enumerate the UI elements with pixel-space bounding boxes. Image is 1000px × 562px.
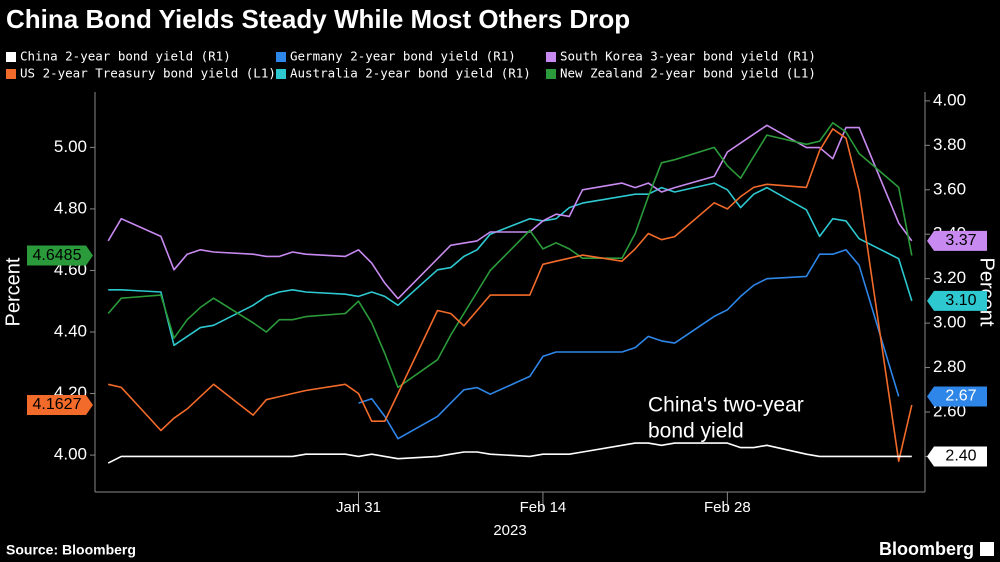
legend-swatch — [6, 52, 16, 62]
last-value-label: 3.37 — [945, 232, 976, 249]
y2-tick-label: 3.20 — [933, 268, 966, 287]
y2-tick-label: 3.80 — [933, 135, 966, 154]
y-tick-label: 4.80 — [54, 198, 87, 217]
last-value-tag — [927, 290, 987, 311]
legend-swatch — [546, 69, 556, 79]
legend-label: New Zealand 2-year bond yield (L1) — [560, 66, 816, 81]
y-tick-label: 4.00 — [54, 445, 87, 464]
series-line — [107, 442, 912, 464]
last-value-tag — [927, 446, 987, 467]
y-axis-label: Percent — [2, 257, 24, 326]
chart-title: China Bond Yields Steady While Most Othe… — [6, 4, 630, 34]
y2-tick-label: 2.80 — [933, 357, 966, 376]
last-value-label: 3.10 — [945, 292, 976, 309]
legend-swatch — [276, 52, 286, 62]
legend-label: Germany 2-year bond yield (R1) — [290, 49, 516, 64]
y2-tick-label: 3.00 — [933, 313, 966, 332]
source: Source: Bloomberg — [6, 542, 136, 558]
last-value-label: 2.40 — [945, 448, 976, 465]
legend-label: China 2-year bond yield (R1) — [20, 49, 231, 64]
series-line — [108, 128, 913, 462]
x-tick-label: Jan 31 — [336, 499, 381, 516]
last-value-tag — [27, 395, 93, 416]
last-value-tag — [927, 386, 987, 407]
y2-tick-label: 3.60 — [933, 179, 966, 198]
last-value-label: 4.1627 — [33, 396, 82, 413]
legend-swatch — [6, 69, 16, 79]
x-year-label: 2023 — [493, 522, 526, 539]
legend-swatch — [276, 69, 286, 79]
legend-label: Australia 2-year bond yield (R1) — [290, 66, 531, 81]
last-value-label: 2.67 — [945, 388, 976, 405]
y2-tick-label: 4.00 — [933, 90, 966, 109]
x-tick-label: Feb 28 — [704, 499, 751, 516]
annotation: bond yield — [648, 420, 744, 443]
series-line — [107, 122, 913, 389]
legend-label: South Korea 3-year bond yield (R1) — [560, 49, 816, 64]
legend-swatch — [546, 52, 556, 62]
y-tick-label: 4.40 — [54, 321, 87, 340]
annotation: China's two-year — [648, 394, 804, 417]
series-line — [108, 182, 913, 347]
y-tick-label: 5.00 — [54, 137, 87, 156]
last-value-tag — [927, 230, 987, 251]
last-value-tag — [27, 245, 93, 266]
x-tick-label: Feb 14 — [520, 499, 567, 516]
brand: Bloomberg — [879, 539, 974, 559]
legend-label: US 2-year Treasury bond yield (L1) — [20, 66, 276, 81]
last-value-label: 4.6485 — [33, 247, 82, 264]
brand-icon — [980, 542, 994, 556]
series-line — [107, 124, 913, 300]
series-line — [358, 249, 900, 440]
